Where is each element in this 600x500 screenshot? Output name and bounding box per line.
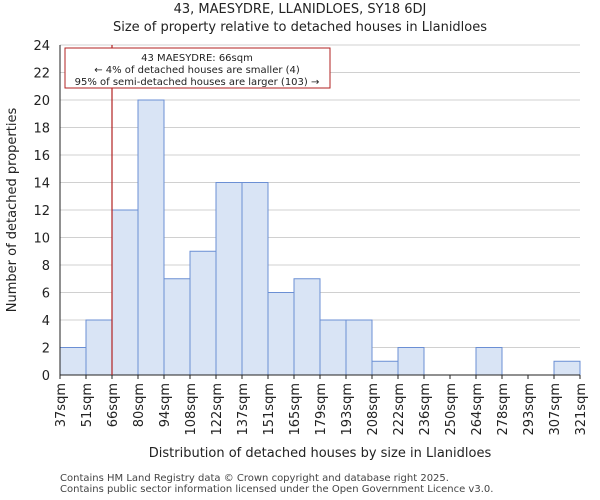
- y-tick-label: 2: [42, 342, 50, 357]
- histogram-bar: [475, 347, 503, 376]
- histogram-bar: [397, 347, 425, 376]
- x-tick-label: 66sqm: [106, 383, 121, 427]
- x-tick-label: 137sqm: [236, 383, 251, 436]
- y-tick-label: 20: [33, 94, 50, 109]
- x-tick-label: 278sqm: [496, 383, 511, 436]
- histogram-bar: [241, 182, 269, 376]
- histogram-bar: [137, 99, 165, 376]
- x-tick-label: 236sqm: [418, 383, 433, 436]
- x-tick-label: 307sqm: [548, 383, 563, 436]
- histogram-bar: [85, 319, 113, 376]
- x-tick-label: 264sqm: [470, 383, 485, 436]
- annotation-text: 95% of semi-detached houses are larger (…: [75, 77, 320, 88]
- x-tick-label: 51sqm: [80, 383, 95, 427]
- x-tick-label: 208sqm: [366, 383, 381, 436]
- annotation-box: [64, 47, 331, 89]
- x-tick-label: 293sqm: [522, 383, 537, 436]
- y-tick-label: 16: [33, 149, 50, 164]
- histogram-bar: [111, 209, 139, 376]
- histogram-bar: [371, 360, 399, 376]
- y-tick-label: 14: [33, 177, 50, 192]
- y-tick-label: 24: [33, 39, 50, 54]
- histogram-bar: [163, 278, 191, 376]
- chart-subtitle: Size of property relative to detached ho…: [112, 20, 488, 35]
- x-tick-label: 94sqm: [158, 383, 173, 427]
- y-axis-title: Number of detached properties: [5, 108, 20, 313]
- histogram-bar: [189, 250, 217, 376]
- y-tick-label: 22: [33, 67, 50, 82]
- x-tick-label: 179sqm: [314, 383, 329, 436]
- annotation-text: ← 4% of detached houses are smaller (4): [94, 65, 300, 76]
- y-tick-label: 8: [42, 259, 50, 274]
- histogram-bar: [345, 319, 373, 376]
- x-tick-label: 250sqm: [444, 383, 459, 436]
- x-tick-label: 108sqm: [184, 383, 199, 436]
- x-axis-title: Distribution of detached houses by size …: [149, 446, 492, 461]
- footer-copyright: Contains HM Land Registry data © Crown c…: [60, 473, 449, 484]
- x-tick-label: 193sqm: [340, 383, 355, 436]
- histogram-bar: [59, 347, 87, 376]
- x-tick-label: 321sqm: [574, 383, 589, 436]
- y-tick-label: 12: [33, 204, 50, 219]
- footer-licence: Contains public sector information licen…: [60, 484, 494, 495]
- y-tick-label: 10: [33, 232, 50, 247]
- x-tick-label: 122sqm: [210, 383, 225, 436]
- histogram-bar: [319, 319, 347, 376]
- y-tick-label: 6: [42, 287, 50, 302]
- histogram-bar: [293, 278, 321, 376]
- x-tick-label: 165sqm: [288, 383, 303, 436]
- y-tick-label: 0: [42, 369, 50, 384]
- x-tick-label: 151sqm: [262, 383, 277, 436]
- chart-title: 43, MAESYDRE, LLANIDLOES, SY18 6DJ: [173, 2, 427, 17]
- annotation-text: 43 MAESYDRE: 66sqm: [141, 53, 253, 64]
- histogram-bar: [215, 182, 243, 376]
- x-tick-label: 222sqm: [392, 383, 407, 436]
- histogram-bar: [267, 292, 295, 376]
- y-tick-label: 4: [42, 314, 50, 329]
- y-tick-label: 18: [33, 122, 50, 137]
- histogram-bar: [553, 360, 581, 376]
- x-tick-label: 80sqm: [132, 383, 147, 427]
- x-tick-label: 37sqm: [54, 383, 69, 427]
